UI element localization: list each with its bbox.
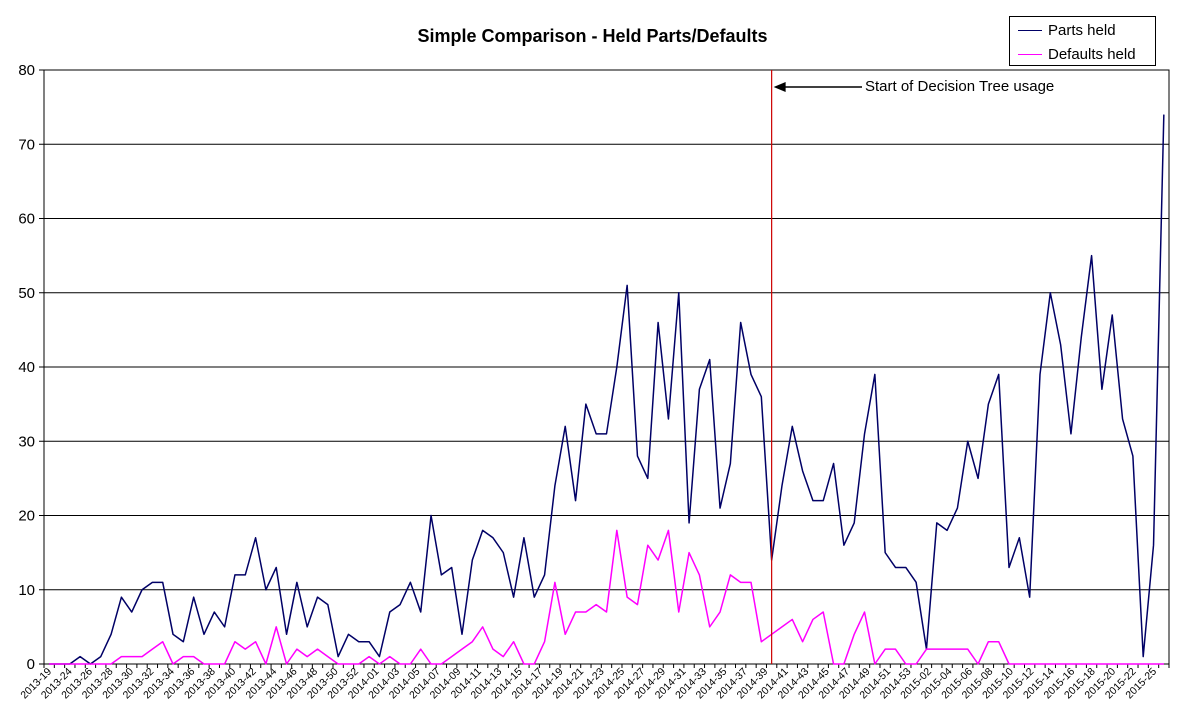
annotation-marker bbox=[771, 70, 862, 664]
series-line-parts-held bbox=[49, 114, 1165, 665]
series-lines bbox=[49, 114, 1165, 665]
y-tick-label: 10 bbox=[18, 582, 35, 599]
gridlines bbox=[43, 69, 1170, 665]
legend-swatch-defaults-held bbox=[1018, 54, 1042, 55]
y-tick-label: 60 bbox=[18, 211, 35, 228]
series-line-defaults-held bbox=[49, 529, 1164, 665]
x-axis-ticks: 2013-192013-242013-262013-282013-302013-… bbox=[18, 664, 1170, 701]
y-tick-label: 30 bbox=[18, 433, 35, 450]
annotation-arrow-head bbox=[773, 82, 786, 92]
legend-label-parts-held: Parts held bbox=[1048, 22, 1116, 39]
y-tick-label: 80 bbox=[18, 62, 35, 79]
y-tick-label: 20 bbox=[18, 508, 35, 525]
legend-item-defaults-held: Defaults held bbox=[1010, 44, 1155, 64]
y-axis-ticks: 0 10 20 30 40 50 60 70 80 bbox=[18, 62, 44, 673]
y-tick-label: 40 bbox=[18, 359, 35, 376]
y-tick-label: 70 bbox=[18, 136, 35, 153]
annotation-text: Start of Decision Tree usage bbox=[865, 78, 1055, 95]
legend-swatch-parts-held bbox=[1018, 30, 1042, 31]
legend: Parts held Defaults held bbox=[1009, 16, 1156, 66]
legend-item-parts-held: Parts held bbox=[1010, 20, 1155, 40]
y-tick-label: 0 bbox=[27, 656, 35, 673]
y-tick-label: 50 bbox=[18, 285, 35, 302]
chart-title: Simple Comparison - Held Parts/Defaults bbox=[417, 26, 768, 46]
legend-label-defaults-held: Defaults held bbox=[1048, 46, 1136, 63]
